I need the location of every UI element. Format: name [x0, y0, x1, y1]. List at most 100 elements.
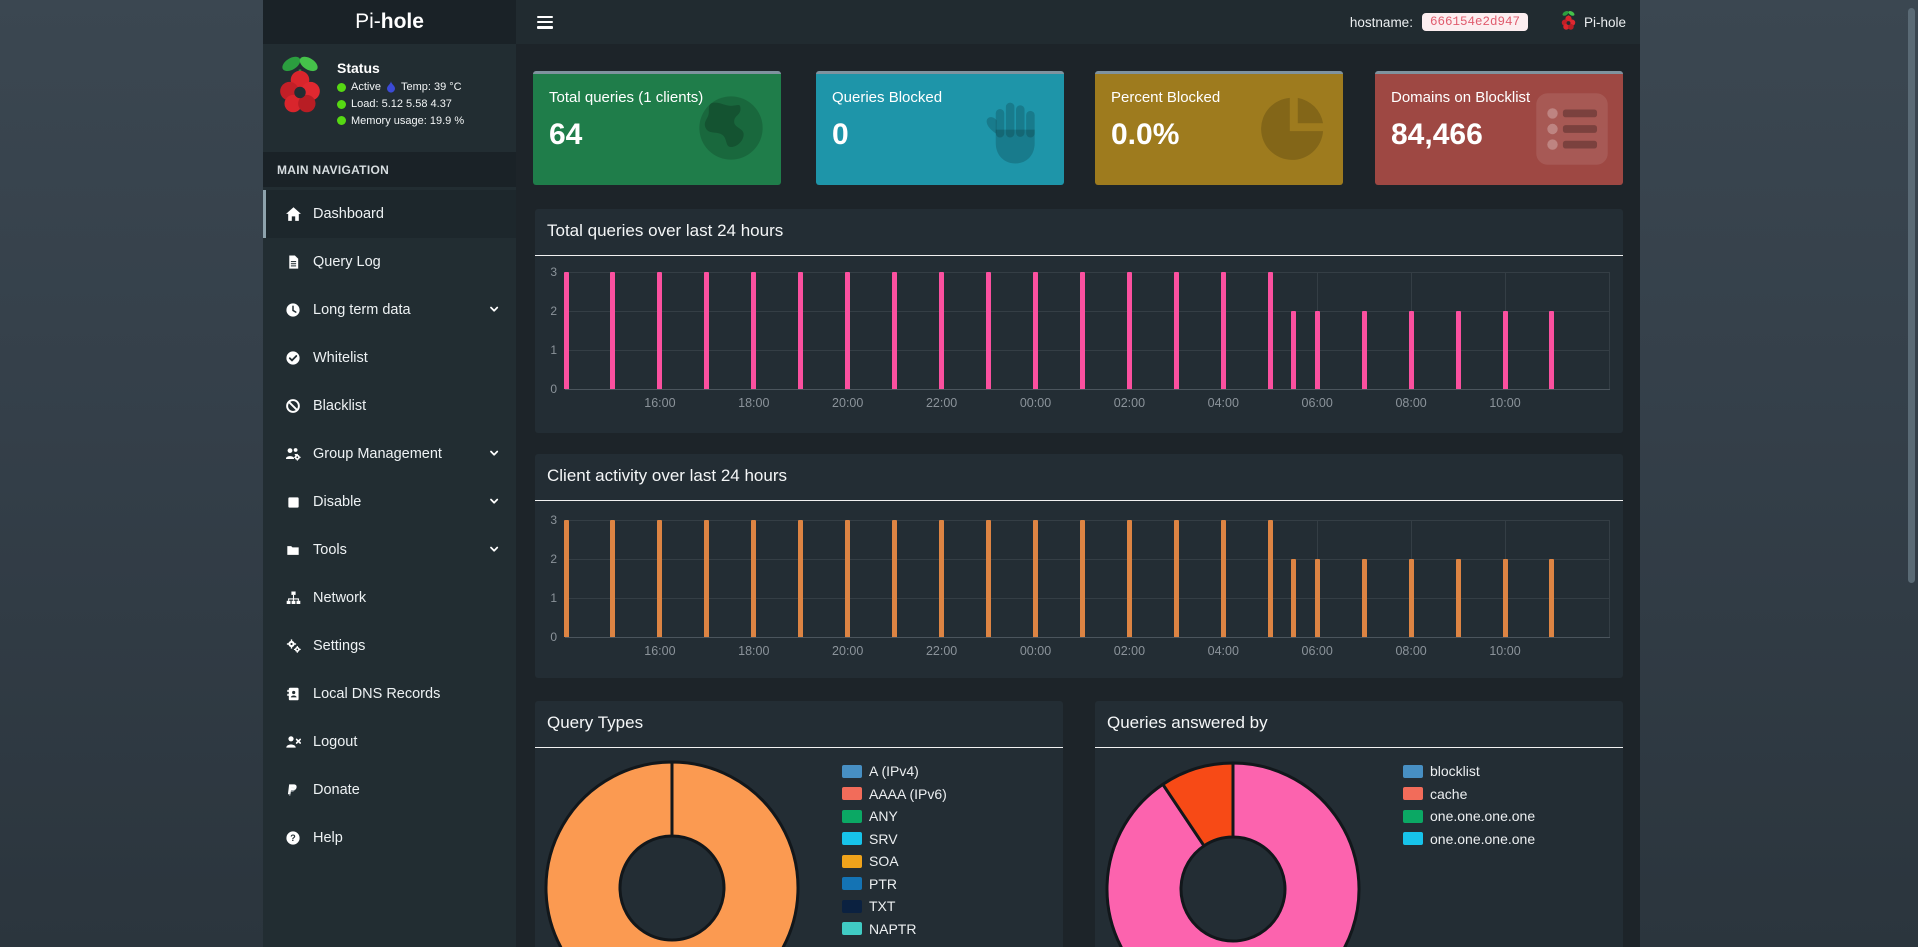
bar-22:00	[939, 520, 945, 637]
legend-item-soa-4[interactable]: SOA	[842, 850, 899, 872]
bar-17:00	[704, 272, 710, 389]
list-icon	[1533, 90, 1611, 173]
legend-item-naptr-7[interactable]: NAPTR	[842, 918, 916, 940]
stat-card-label: Percent Blocked	[1111, 89, 1221, 106]
panel-header-divider	[535, 747, 1063, 748]
legend-item-ptr-5[interactable]: PTR	[842, 873, 897, 895]
sidebar-item-whitelist[interactable]: Whitelist	[263, 334, 516, 382]
x-axis-tick-label: 22:00	[925, 396, 958, 410]
sidebar-item-logout[interactable]: Logout	[263, 718, 516, 766]
sidebar-toggle-button[interactable]	[537, 13, 557, 31]
bar-21:00	[892, 272, 898, 389]
userx-icon	[284, 733, 302, 751]
legend-item-aaaa-ipv6-1[interactable]: AAAA (IPv6)	[842, 783, 947, 805]
sidebar-item-group-management[interactable]: Group Management	[263, 430, 516, 478]
sidebar-item-help[interactable]: ? Help	[263, 814, 516, 862]
legend-item-srv-3[interactable]: SRV	[842, 828, 898, 850]
bar-16:00	[657, 272, 663, 389]
x-axis-tick-label: 04:00	[1207, 396, 1239, 410]
bar-00:00	[1033, 520, 1038, 637]
gridline	[565, 598, 1610, 599]
bar-03:00	[1173, 520, 1179, 637]
total-queries-chart: 3 2 1 0 16:00 18:00 20:00 22:00 00:00 02:00 04:00 0…	[550, 265, 1610, 410]
legend-item-any-2[interactable]: ANY	[842, 805, 898, 827]
sidebar-item-settings[interactable]: Settings	[263, 622, 516, 670]
pie-icon	[1255, 90, 1331, 171]
bar-01:00	[1079, 520, 1085, 637]
bar-07:00	[1361, 559, 1367, 637]
stat-card-domains-on-blocklist: Domains on Blocklist 84,466	[1375, 71, 1623, 185]
panel-queries-answered-by: Queries answered by blocklist cache one.on…	[1095, 701, 1623, 947]
bar-06:00	[1314, 311, 1320, 389]
legend-swatch	[842, 854, 862, 868]
bar-16:00	[657, 520, 663, 637]
x-axis-tick-label: 18:00	[738, 396, 770, 410]
chevron-down-icon	[488, 495, 502, 509]
donut-slice-slice-2	[1161, 761, 1235, 848]
panel-title: Query Types	[547, 713, 644, 732]
stat-card-label: Queries Blocked	[832, 89, 943, 106]
bar-18:00	[751, 272, 757, 389]
legend-item-blocklist-0[interactable]: blocklist	[1403, 760, 1480, 782]
x-axis-tick-label: 04:00	[1207, 644, 1239, 658]
status-dot-icon	[337, 99, 346, 109]
panel-header-divider	[1095, 747, 1623, 748]
navbar-brand-link[interactable]: Pi-hole	[1560, 10, 1626, 34]
x-axis-tick-label: 20:00	[832, 396, 864, 410]
chevron-down-icon	[488, 303, 502, 317]
gridline	[565, 272, 1610, 273]
x-axis-tick-label: 18:00	[738, 644, 770, 658]
users-icon	[284, 445, 302, 463]
folder-icon	[284, 541, 302, 559]
x-axis-tick-label: 10:00	[1489, 396, 1521, 410]
sidebar-item-blacklist[interactable]: Blacklist	[263, 382, 516, 430]
x-axis-tick-label: 16:00	[644, 396, 676, 410]
stop-icon	[284, 493, 302, 511]
status-active-row: Active Temp: 39 °C	[337, 80, 464, 94]
stat-card-label: Domains on Blocklist	[1391, 89, 1531, 106]
status-load-row: Load: 5.12 5.58 4.37	[337, 98, 464, 110]
bar-20:00	[845, 272, 851, 389]
question-icon: ?	[284, 829, 302, 847]
legend-item-txt-6[interactable]: TXT	[842, 895, 895, 917]
sidebar-item-network[interactable]: Network	[263, 574, 516, 622]
panel-total-queries: Total queries over last 24 hours 3 2 1 0 16:…	[535, 209, 1623, 433]
home-icon	[284, 205, 302, 223]
legend-swatch	[842, 922, 862, 935]
legend-swatch	[842, 832, 862, 845]
sidebar-item-tools[interactable]: Tools	[263, 526, 516, 574]
stat-card-label: Total queries (1 clients)	[549, 89, 704, 106]
stat-card-total-queries-1-clients: Total queries (1 clients) 64	[533, 71, 781, 185]
legend-item-one-one-one-one-3[interactable]: one.one.one.one	[1403, 828, 1535, 850]
clock-icon	[284, 301, 302, 319]
bar-21:00	[892, 520, 898, 637]
sidebar-item-long-term-data[interactable]: Long term data	[263, 286, 516, 334]
brand-bold: hole	[380, 10, 424, 33]
bar-19:00	[798, 520, 804, 637]
sidebar-item-query-log[interactable]: Query Log	[263, 238, 516, 286]
sidebar-item-local-dns-records[interactable]: Local DNS Records	[263, 670, 516, 718]
gridline	[565, 389, 1610, 390]
sidebar-item-donate[interactable]: Donate	[263, 766, 516, 814]
bar-10:00	[1502, 559, 1508, 637]
gridline	[565, 350, 1610, 351]
bar-09:00	[1455, 559, 1461, 637]
gridline	[565, 520, 1610, 521]
legend-item-cache-1[interactable]: cache	[1403, 783, 1467, 805]
stat-card-queries-blocked: Queries Blocked 0	[816, 71, 1064, 185]
legend-item-a-ipv4-0[interactable]: A (IPv4)	[842, 760, 919, 782]
bar-05:00	[1267, 272, 1273, 389]
page-scrollbar[interactable]	[1908, 8, 1915, 583]
bar-14:00	[563, 272, 569, 389]
x-axis-tick-label: 10:00	[1489, 644, 1521, 658]
legend-item-one-one-one-one-2[interactable]: one.one.one.one	[1403, 805, 1535, 827]
sidebar-item-disable[interactable]: Disable	[263, 478, 516, 526]
stat-card-value: 0.0%	[1111, 118, 1180, 151]
gridline	[565, 637, 1610, 638]
raspberry-icon	[1560, 10, 1577, 34]
file-icon	[284, 253, 302, 271]
bar-03:00	[1173, 272, 1179, 389]
sidebar-brand[interactable]: Pi-hole	[263, 0, 516, 44]
sidebar-item-dashboard[interactable]: Dashboard	[263, 190, 516, 238]
bar-01:00	[1079, 272, 1085, 389]
